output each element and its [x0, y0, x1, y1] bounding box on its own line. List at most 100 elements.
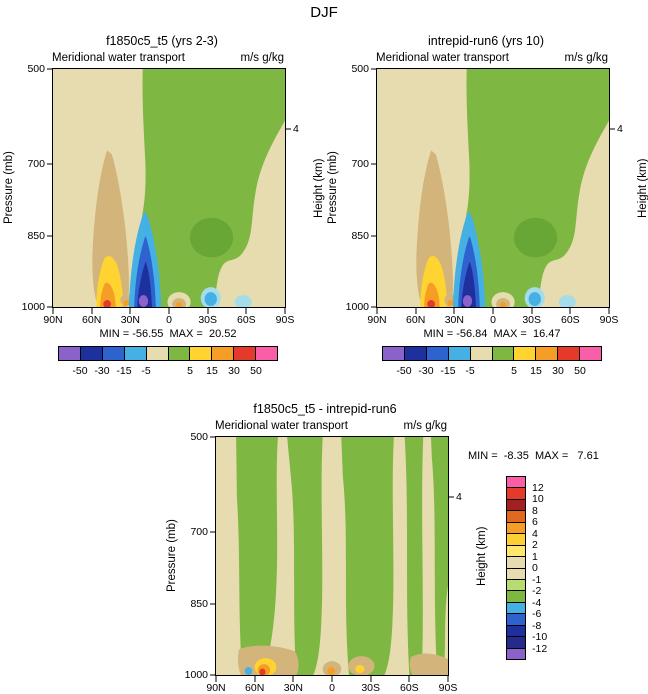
y-tick-label: 500 [190, 431, 208, 443]
y-tick-label: 1000 [184, 669, 208, 681]
units-label: m/s g/kg [240, 52, 284, 64]
height-tick-mark [448, 496, 454, 497]
colorbar-horizontal [58, 346, 278, 361]
panel-title: f1850c5_t5 (yrs 2-3) [106, 34, 218, 48]
colorbar-segment [59, 347, 81, 360]
colorbar-segment [492, 347, 515, 360]
colorbar-tick-label: -10 [532, 631, 548, 643]
contour-region-negative-purple-core [138, 295, 149, 307]
x-tick-label: 60N [82, 314, 102, 326]
colorbar-vertical [506, 476, 526, 660]
x-tick-mark [215, 676, 217, 682]
x-tick-mark [292, 676, 294, 682]
x-tick-label: 60N [406, 314, 426, 326]
contour-region-green-band [341, 437, 394, 675]
x-tick-label: 30N [444, 314, 464, 326]
colorbar-tick-label: 4 [532, 527, 538, 540]
contour-region-green-band [236, 437, 278, 675]
colorbar-segment [190, 347, 213, 360]
contour-region-green-band [287, 437, 323, 675]
colorbar-segment [507, 511, 525, 523]
units-label: m/s g/kg [564, 52, 608, 64]
x-tick-label: 60N [245, 682, 265, 694]
y-tick-label: 850 [351, 229, 369, 242]
contour-region-green-band [430, 437, 448, 675]
y-axis-label: Pressure (mb) [327, 151, 339, 225]
panel-title: f1850c5_t5 - intrepid-run6 [253, 402, 397, 416]
y-tick-mark [47, 68, 53, 70]
colorbar-segment [124, 347, 147, 360]
y-tick-mark [371, 163, 377, 165]
height-tick-label: 4 [456, 490, 462, 503]
contour-region-positive-green [130, 69, 285, 307]
colorbar-tick-label: -2 [532, 585, 542, 597]
x-tick-mark [453, 308, 455, 314]
colorbar-labels: 12 10 8 6 4 2 1 0 -1 -2 -4 -6 -8 -10 -12 [532, 476, 562, 660]
colorbar-segment [168, 347, 191, 360]
colorbar-tick-label: -50 [72, 365, 88, 377]
contour-region-negative-darkblue [137, 261, 152, 307]
x-tick-mark [91, 308, 93, 314]
y-tick-mark [371, 235, 377, 237]
contour-region-green-core [513, 217, 558, 258]
x-tick-label: 60S [399, 682, 419, 694]
x-tick-mark [569, 308, 571, 314]
colorbar-tick-label: 50 [250, 365, 262, 377]
colorbar-tick-label: -15 [440, 365, 456, 377]
height-axis-label: Height (km) [476, 526, 488, 586]
x-tick-label: 90S [438, 682, 458, 694]
colorbar-segment [212, 347, 235, 360]
x-tick-label: 90N [43, 314, 63, 326]
colorbar-tick-label: -4 [532, 596, 542, 609]
colorbar-tick-label: 15 [206, 365, 218, 377]
colorbar-segment [514, 347, 537, 360]
panel-bottom-difference: f1850c5_t5 - intrepid-run6 Meridional wa… [163, 392, 488, 694]
colorbar-segment [234, 347, 257, 360]
y-tick-label: 500 [351, 63, 369, 75]
x-tick-label: 0 [166, 314, 172, 326]
colorbar-tick-label: -1 [532, 573, 542, 586]
y-tick-mark [371, 68, 377, 70]
y-tick-label: 700 [27, 158, 45, 171]
contour-region-orange-spot [123, 300, 130, 307]
colorbar-tick-label: 12 [532, 481, 544, 494]
colorbar-segment [580, 347, 602, 360]
y-tick-mark [210, 603, 216, 605]
contour-region-negative-purple-core [462, 295, 473, 307]
x-tick-mark [52, 308, 54, 314]
colorbar-segment [507, 568, 525, 580]
height-tick-mark [609, 128, 615, 129]
x-tick-label: 90N [206, 682, 226, 694]
x-tick-label: 90S [275, 314, 295, 326]
x-tick-mark [376, 308, 378, 314]
contour-region-green-core [189, 217, 234, 258]
colorbar-tick-label: 30 [228, 365, 240, 377]
contour-region-yellow-spot-south [355, 665, 365, 674]
minmax-label: MIN = -56.55 MAX = 20.52 [99, 328, 237, 340]
colorbar-segment [507, 648, 525, 659]
x-tick-label: 90S [599, 314, 619, 326]
colorbar-tick-label: -15 [116, 365, 132, 377]
y-tick-label: 500 [27, 63, 45, 75]
y-tick-mark [47, 163, 53, 165]
panel-subtitle-row: Meridional water transport m/s g/kg [215, 420, 447, 432]
x-tick-label: 60S [560, 314, 580, 326]
y-tick-label: 850 [27, 229, 45, 242]
x-tick-mark [447, 676, 449, 682]
colorbar-tick-label: -50 [396, 365, 412, 377]
minmax-label: MIN = -56.84 MAX = 16.47 [423, 328, 561, 340]
y-tick-mark [47, 235, 53, 237]
colorbar-segment [80, 347, 103, 360]
x-tick-label: 30N [120, 314, 140, 326]
x-tick-label: 0 [329, 682, 335, 694]
x-tick-mark [284, 308, 286, 314]
y-tick-label: 1000 [21, 301, 45, 313]
contour-region-negative-darkblue [461, 261, 476, 307]
colorbar-segment [507, 477, 525, 489]
contour-region-cyan-core [528, 292, 541, 307]
y-tick-mark [210, 436, 216, 438]
plot-area: 500 700 850 1000 Pressure (mb) 4 Height … [166, 431, 488, 694]
colorbar-segment [507, 579, 525, 592]
contour-region-paleblue-spot [234, 295, 252, 307]
